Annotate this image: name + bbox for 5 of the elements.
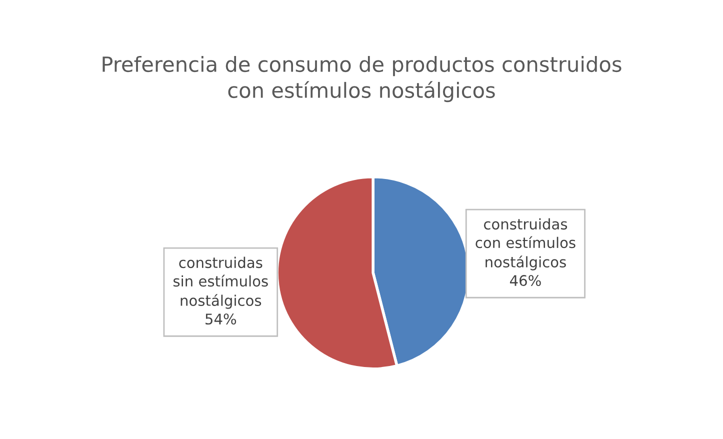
slice-label: construidas sin estímulos nostálgicos [174,256,268,309]
slice-label: construidas con estímulos nostálgicos [476,218,576,270]
data-label: 54% [206,314,236,325]
data-label: 46% [510,275,541,286]
chart-title: Preferencia de consumo de productos construidos con estímulos nostálgicos [102,56,622,102]
